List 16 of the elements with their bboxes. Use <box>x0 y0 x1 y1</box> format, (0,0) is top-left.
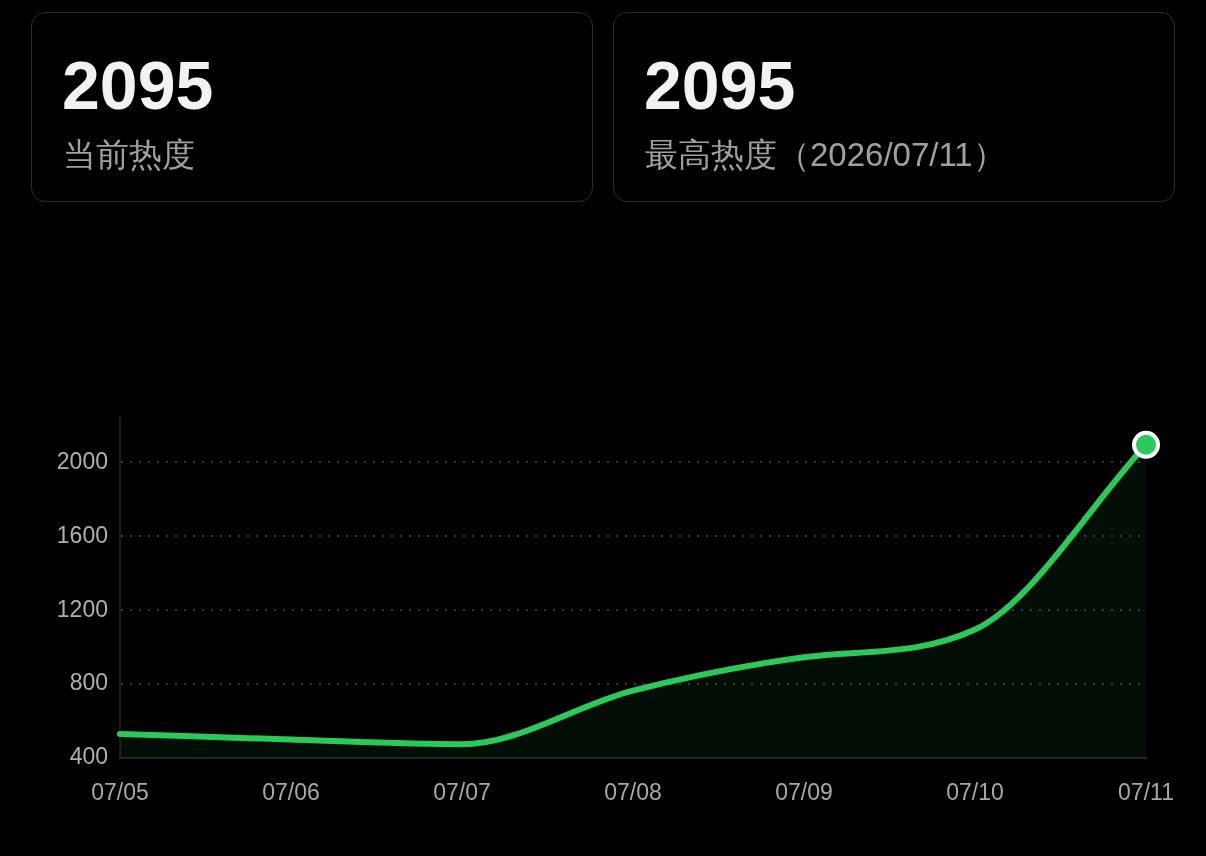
text: 最高热度（2026/07/11） <box>645 135 1006 175</box>
x-tick-label: 07/11 <box>1118 779 1174 806</box>
x-tick-label: 07/07 <box>433 779 491 806</box>
y-tick-label: 400 <box>69 743 108 770</box>
text: 当前热度 <box>63 135 195 175</box>
y-tick-label: 1200 <box>56 595 108 622</box>
x-tick-label: 07/09 <box>775 779 833 806</box>
y-tick-label: 800 <box>69 669 108 696</box>
y-tick-label: 1600 <box>56 521 108 548</box>
x-tick-label: 07/08 <box>604 779 662 806</box>
y-tick-label: 2000 <box>56 447 108 474</box>
x-tick-label: 07/10 <box>946 779 1004 806</box>
x-tick-label: 07/06 <box>262 779 320 806</box>
text: 2095 <box>62 47 214 123</box>
x-tick-label: 07/05 <box>91 779 149 806</box>
text: 2095 <box>644 47 796 123</box>
